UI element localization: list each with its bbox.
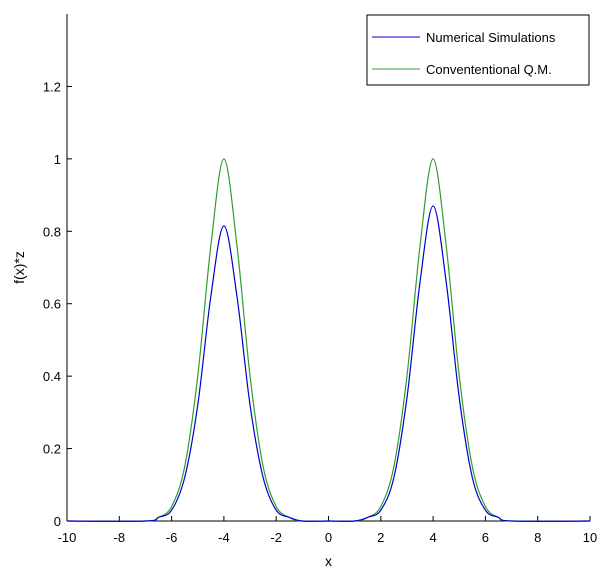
x-axis-label: x	[325, 553, 332, 569]
x-tick-label: 8	[534, 530, 541, 545]
chart-axes	[66, 14, 590, 522]
y-tick-label: 0	[54, 514, 61, 529]
x-tick-label: 4	[429, 530, 436, 545]
y-tick-label: 0.8	[43, 224, 61, 239]
x-tick-label: -10	[58, 530, 77, 545]
y-tick-label: 0.6	[43, 297, 61, 312]
chart-series-layer	[66, 158, 591, 522]
series-line-numerical-simulations	[66, 205, 591, 522]
legend-label-conventional-qm: Convententional Q.M.	[426, 62, 552, 77]
legend-box	[366, 14, 590, 86]
x-tick-label: 10	[583, 530, 597, 545]
x-tick-label: -8	[114, 530, 126, 545]
series-line-conventional-qm	[66, 158, 591, 522]
legend-label-numerical-simulations: Numerical Simulations	[426, 30, 556, 45]
x-tick-label: 2	[377, 530, 384, 545]
x-tick-label: -4	[218, 530, 230, 545]
x-tick-label: -6	[166, 530, 178, 545]
chart-legend: Numerical Simulations Convententional Q.…	[366, 14, 590, 86]
x-tick-label: 6	[482, 530, 489, 545]
y-tick-label: 0.2	[43, 442, 61, 457]
y-tick-label: 0.4	[43, 369, 61, 384]
y-axis-label: f(x)*z	[11, 251, 27, 284]
x-tick-label: 0	[325, 530, 332, 545]
y-tick-label: 1	[54, 152, 61, 167]
x-tick-label: -2	[270, 530, 282, 545]
y-tick-label: 1.2	[43, 79, 61, 94]
chart-ticks: -10 -8 -6 -4 -2 0 2 4 6 8 10 0 0.2 0.4 0.6 0.8 1 1.2	[43, 79, 597, 545]
